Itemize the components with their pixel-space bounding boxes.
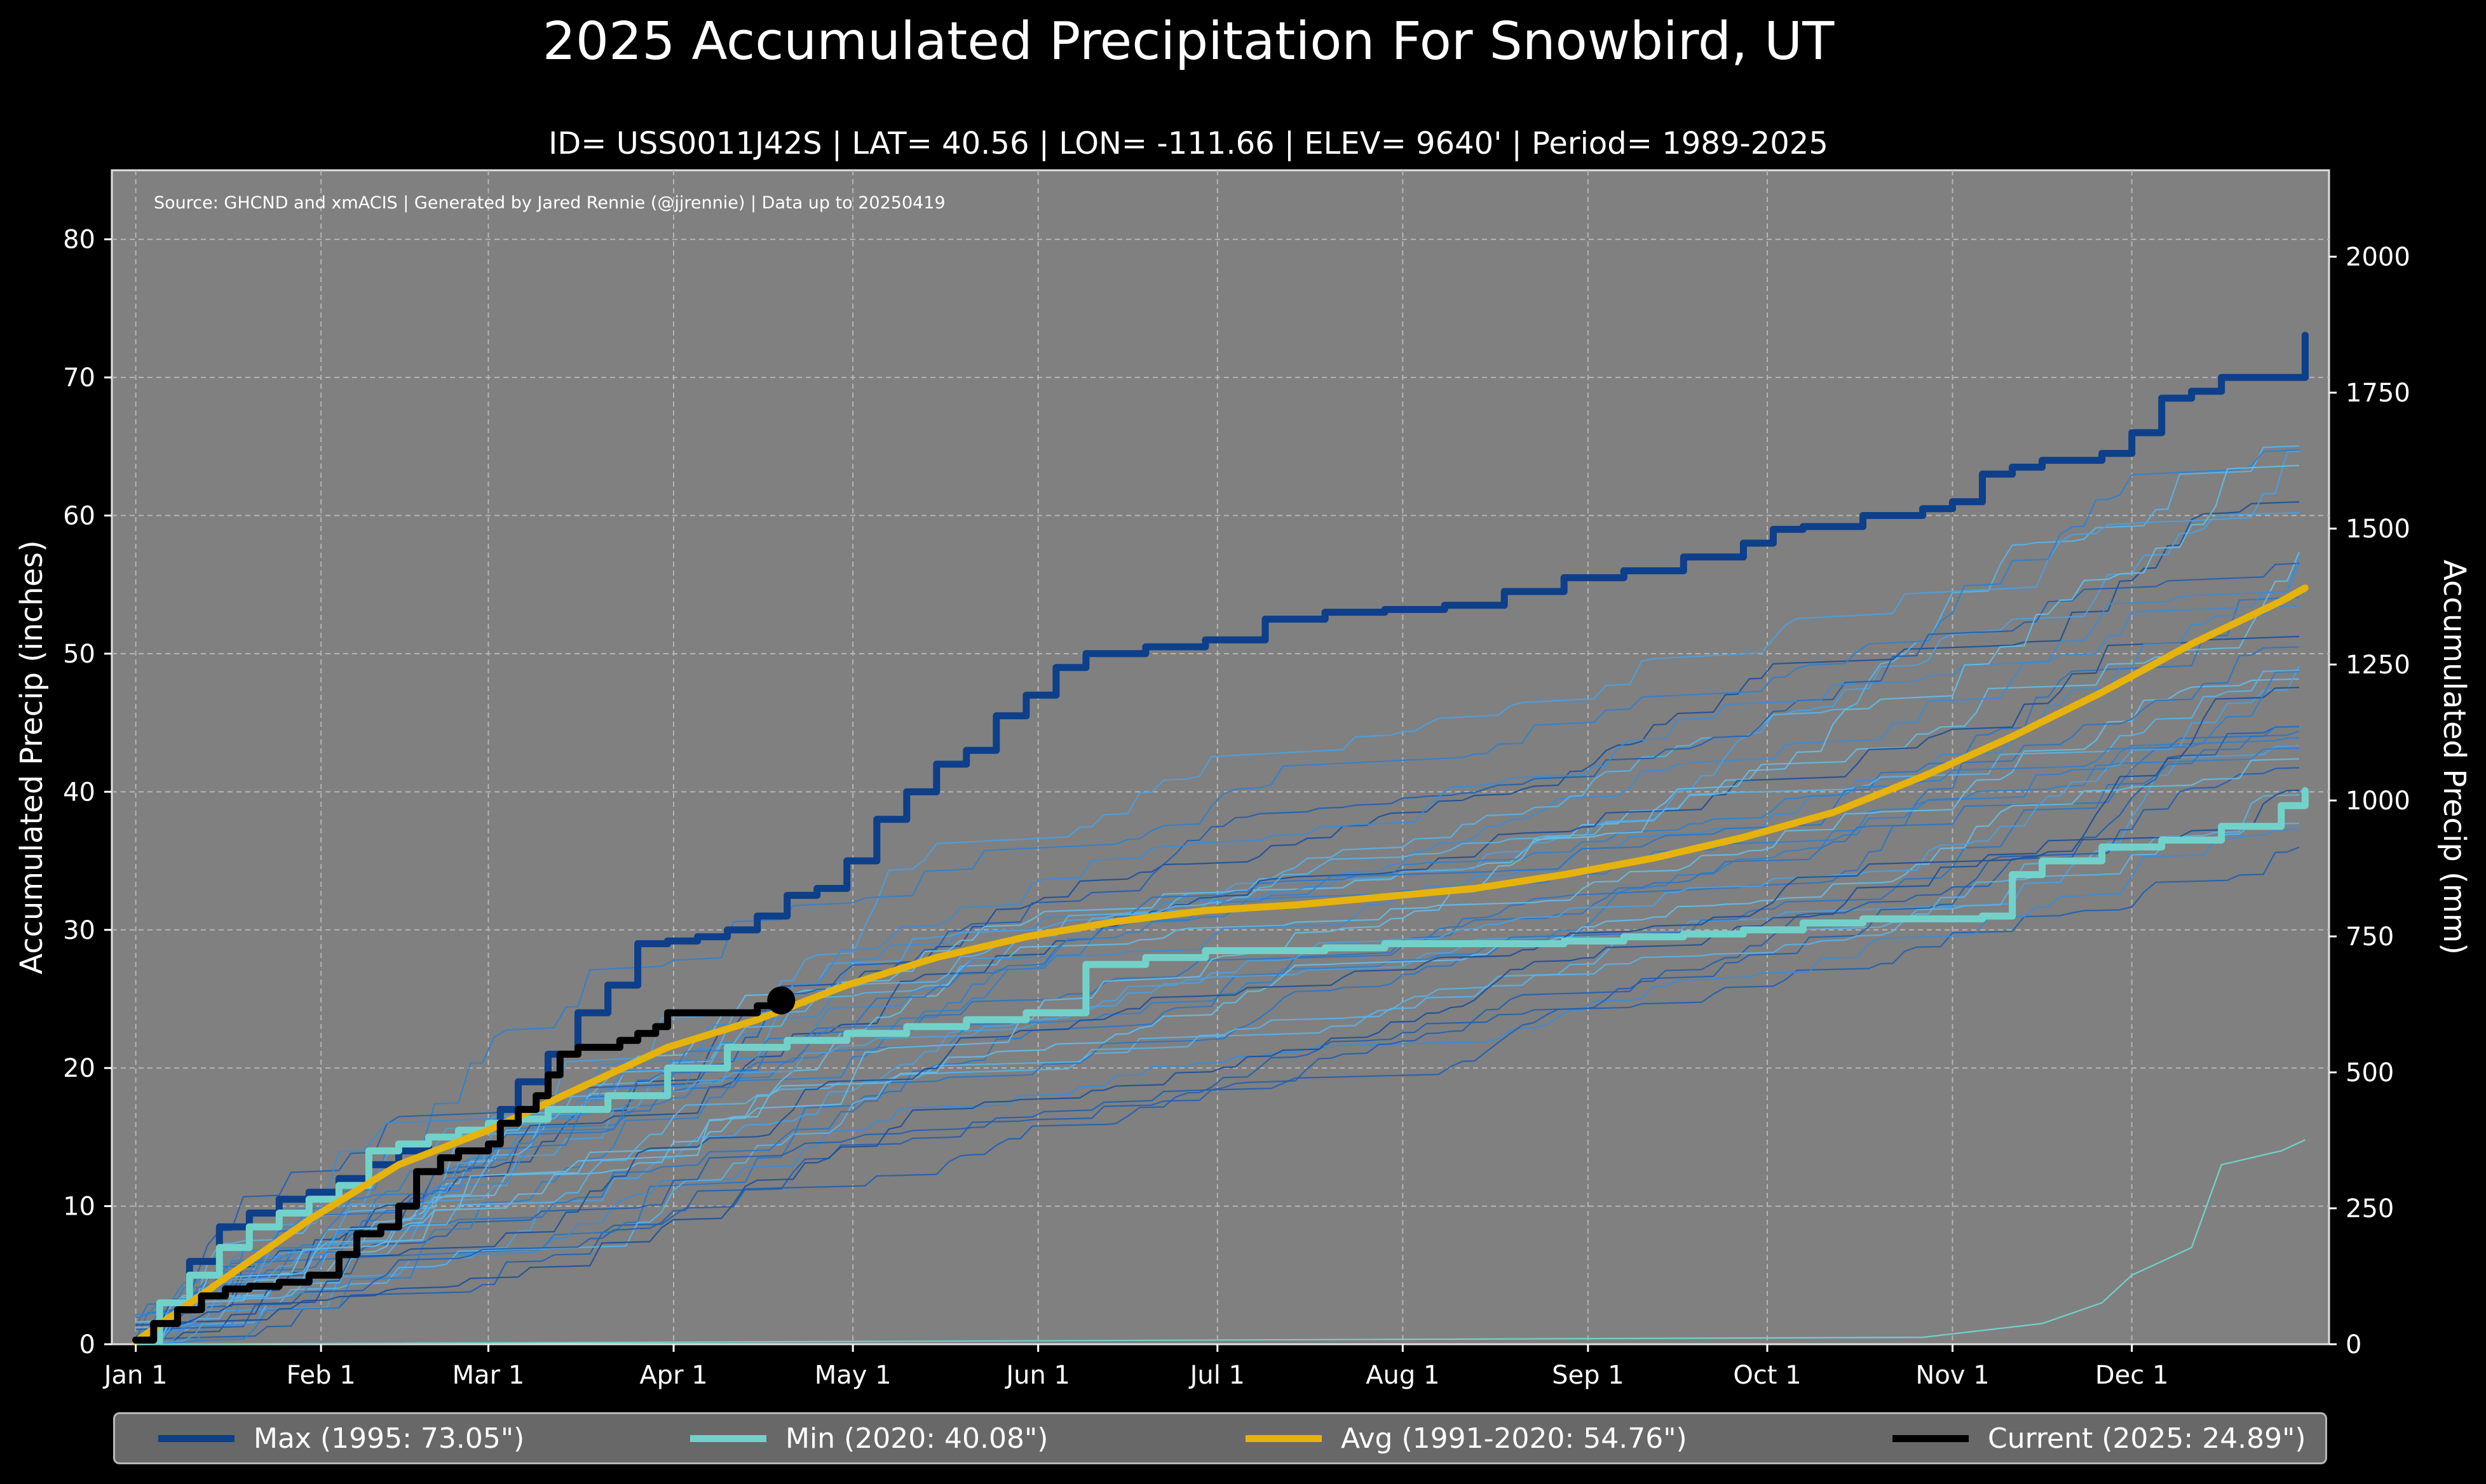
historical-trace [135, 605, 2300, 1345]
series-layer [132, 332, 2309, 1346]
plot-area [111, 169, 2330, 1346]
series-line-1 [132, 787, 2309, 1346]
y-tick-label-right: 750 [2346, 922, 2394, 952]
historical-trace [135, 725, 2300, 1330]
historical-trace [135, 846, 2300, 1345]
y-tick-label-left: 40 [63, 778, 95, 807]
y-tick-label-left: 20 [63, 1054, 95, 1083]
x-tick-label: Aug 1 [1366, 1361, 1439, 1390]
historical-trace [135, 758, 2300, 1345]
y-tick-label-left: 50 [63, 640, 95, 669]
historical-trace [135, 767, 2300, 1345]
y-tick-label-right: 0 [2346, 1330, 2361, 1359]
x-tick-label: Sep 1 [1552, 1361, 1624, 1390]
chart-subtitle: ID= USS0011J42S | LAT= 40.56 | LON= -111… [548, 126, 1828, 161]
historical-trace [135, 445, 2300, 1345]
y-tick-label-left: 30 [63, 916, 95, 945]
historical-trace [135, 678, 2300, 1328]
legend-item-min: Min (2020: 40.08") [690, 1414, 1048, 1462]
historical-trace [135, 794, 2300, 1345]
current-marker [767, 986, 796, 1015]
historical-trace [135, 730, 2300, 1345]
y-tick-label-left: 80 [63, 226, 95, 255]
historical-trace [135, 562, 2300, 1345]
y-axis-left-label: Accumulated Precip (inches) [14, 540, 50, 975]
x-tick-label: May 1 [815, 1361, 892, 1390]
source-note: Source: GHCND and xmACIS | Generated by … [154, 193, 946, 213]
legend-swatch-min [690, 1434, 766, 1442]
historical-trace [135, 822, 2300, 1344]
y-tick-label-left: 70 [63, 363, 95, 393]
legend-label-current: Current (2025: 24.89") [1988, 1422, 2306, 1455]
legend-item-max: Max (1995: 73.05") [158, 1414, 524, 1462]
historical-trace [135, 737, 2300, 1337]
series-line-3 [132, 997, 785, 1344]
x-tick-label: Feb 1 [287, 1361, 356, 1390]
x-tick-label: Jan 1 [102, 1361, 168, 1390]
legend-swatch-current [1892, 1434, 1969, 1442]
y-tick-label-right: 250 [2346, 1194, 2394, 1224]
historical-trace [135, 747, 2300, 1345]
historical-trace [135, 646, 2300, 1345]
historical-trace-low [135, 1139, 2306, 1346]
legend-label-avg: Avg (1991-2020: 54.76") [1341, 1422, 1687, 1455]
y-tick-label-left: 10 [63, 1192, 95, 1222]
y-tick-label-right: 1750 [2346, 379, 2410, 408]
y-tick-label-right: 2000 [2346, 243, 2410, 272]
historical-trace [135, 745, 2300, 1323]
legend-swatch-avg [1246, 1434, 1322, 1442]
y-tick-label-left: 60 [63, 502, 95, 531]
y-tick-label-right: 500 [2346, 1058, 2394, 1088]
axes: Jan 1 Feb 1 Mar 1 Apr 1 May 1 Jun 1 Jul 1 Aug 1… [63, 226, 2410, 1390]
historical-trace [135, 789, 2300, 1337]
legend-label-max: Max (1995: 73.05") [254, 1422, 525, 1455]
historical-trace [135, 687, 2300, 1326]
y-tick-label-right: 1250 [2346, 651, 2410, 680]
y-axis-right-label: Accumulated Precip (mm) [2436, 560, 2472, 955]
x-tick-label: Oct 1 [1733, 1361, 1801, 1390]
historical-trace [135, 563, 2300, 1345]
historical-trace [135, 665, 2300, 1345]
historical-trace [135, 828, 2300, 1340]
y-tick-label-right: 1500 [2346, 515, 2410, 544]
historical-trace [135, 449, 2300, 1315]
historical-trace [135, 464, 2300, 1323]
historical-trace [135, 635, 2300, 1345]
legend-item-current: Current (2025: 24.89") [1892, 1414, 2306, 1462]
legend-item-avg: Avg (1991-2020: 54.76") [1246, 1414, 1687, 1462]
historical-trace [135, 670, 2300, 1345]
x-tick-label: Jul 1 [1188, 1361, 1245, 1390]
x-tick-label: Apr 1 [639, 1361, 707, 1390]
x-tick-label: Nov 1 [1915, 1361, 1989, 1390]
x-tick-label: Jun 1 [1004, 1361, 1070, 1390]
legend-swatch-max [158, 1434, 234, 1442]
chart-title: 2025 Accumulated Precipitation For Snowb… [542, 11, 1835, 72]
x-tick-label: Dec 1 [2095, 1361, 2169, 1390]
x-tick-label: Mar 1 [452, 1361, 525, 1390]
historical-trace [135, 501, 2300, 1345]
legend: Max (1995: 73.05") Min (2020: 40.08") Av… [113, 1412, 2327, 1464]
y-tick-label-right: 1000 [2346, 786, 2410, 816]
historical-trace [135, 555, 2300, 1345]
legend-label-min: Min (2020: 40.08") [785, 1422, 1049, 1455]
y-tick-label-left: 0 [79, 1330, 95, 1359]
